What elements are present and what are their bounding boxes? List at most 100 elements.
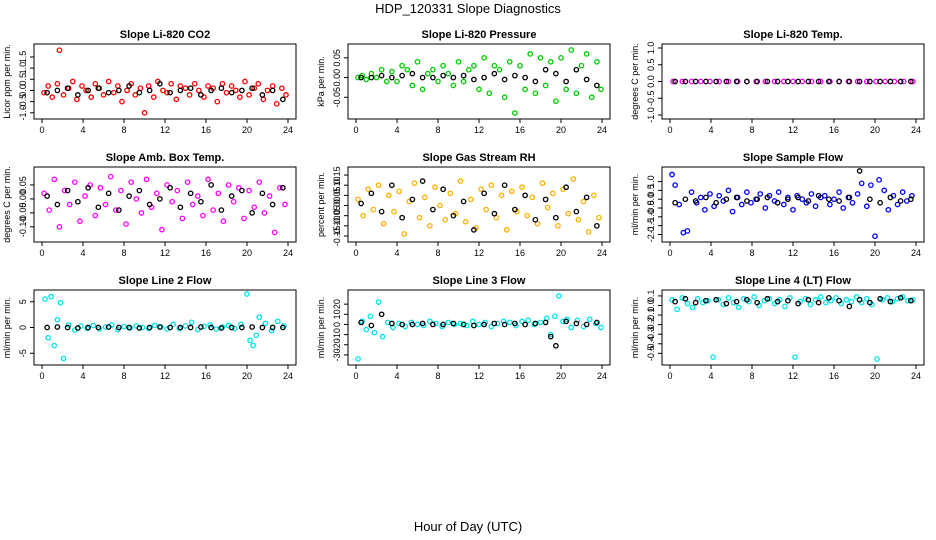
data-point xyxy=(781,303,788,310)
overlay-point xyxy=(887,78,894,85)
overlay-point xyxy=(897,78,904,85)
y-axis-label: ml/min per min. xyxy=(630,297,640,359)
data-point xyxy=(547,58,554,65)
overlay-point xyxy=(419,320,426,327)
data-point xyxy=(83,87,89,94)
data-point xyxy=(262,320,269,327)
data-point xyxy=(549,190,556,197)
overlay-point xyxy=(583,76,590,83)
overlay-point xyxy=(805,78,812,85)
data-point xyxy=(539,180,546,187)
y-tick-label: 0.05 xyxy=(332,187,342,205)
data-point xyxy=(164,89,170,96)
overlay-point xyxy=(532,78,539,85)
y-tick-label: -0.2 xyxy=(646,317,656,333)
overlay-point xyxy=(733,298,740,305)
overlay-point xyxy=(553,70,559,77)
overlay-point xyxy=(522,74,528,81)
overlay-point xyxy=(672,298,678,305)
x-tick-label: 16 xyxy=(201,125,211,135)
y-axis-label: ml/min per min. xyxy=(630,174,640,236)
overlay-point xyxy=(583,321,590,328)
overlay-point xyxy=(887,194,894,201)
data-point xyxy=(380,220,387,227)
data-point xyxy=(191,80,198,87)
data-point xyxy=(697,78,704,85)
data-point xyxy=(414,58,421,65)
data-point xyxy=(205,176,211,183)
overlay-point xyxy=(703,297,709,304)
data-point xyxy=(894,201,901,208)
y-tick-label: 0.1 xyxy=(646,290,656,303)
overlay-point xyxy=(795,78,801,85)
data-point xyxy=(483,206,490,213)
data-point xyxy=(77,218,83,225)
data-point xyxy=(498,192,505,199)
data-point xyxy=(416,214,423,221)
overlay-point xyxy=(744,198,750,204)
panel-title: Slope Li-820 Pressure xyxy=(422,29,537,41)
x-tick-label: 12 xyxy=(788,371,798,381)
overlay-point xyxy=(723,196,730,203)
overlay-point xyxy=(157,324,163,330)
y-axis-label: percent per min. xyxy=(316,172,326,237)
overlay-point xyxy=(815,299,822,306)
overlay-point xyxy=(136,89,143,96)
data-point xyxy=(150,94,157,100)
data-point xyxy=(60,92,67,98)
data-point xyxy=(730,299,737,306)
overlay-point xyxy=(836,78,842,85)
overlay-point xyxy=(177,204,184,211)
overlay-point xyxy=(682,295,689,302)
x-tick-label: 8 xyxy=(435,371,440,381)
data-point xyxy=(367,313,374,320)
overlay-point xyxy=(249,324,255,330)
overlay-point xyxy=(764,194,771,201)
overlay-point xyxy=(795,300,801,307)
data-point xyxy=(56,47,63,54)
data-point xyxy=(780,201,787,208)
data-point xyxy=(725,78,732,85)
data-point xyxy=(404,66,411,73)
data-point xyxy=(573,90,580,97)
overlay-point xyxy=(389,320,395,327)
data-point xyxy=(488,323,495,330)
y-tick-label: -1.0 xyxy=(646,107,656,123)
x-tick-label: 8 xyxy=(121,248,126,258)
data-point xyxy=(213,326,220,332)
overlay-point xyxy=(774,199,781,206)
overlay-point xyxy=(218,85,225,92)
overlay-point xyxy=(54,324,61,330)
data-point xyxy=(133,196,140,202)
x-tick-label: 20 xyxy=(242,125,252,135)
x-tick-label: 4 xyxy=(80,248,85,258)
overlay-point xyxy=(126,83,132,89)
data-point xyxy=(565,210,572,217)
overlay-point xyxy=(239,324,245,331)
y-tick-label: 0.00 xyxy=(18,190,28,208)
overlay-point xyxy=(532,320,539,327)
data-point xyxy=(542,82,549,89)
overlay-point xyxy=(64,324,71,331)
data-point xyxy=(128,179,135,186)
overlay-point xyxy=(563,184,569,191)
data-point xyxy=(889,298,896,305)
overlay-point xyxy=(218,207,225,213)
data-point xyxy=(775,189,782,196)
y-tick-label: 0.5 xyxy=(646,184,656,197)
overlay-point xyxy=(450,212,457,219)
overlay-point xyxy=(491,320,498,327)
data-point xyxy=(394,78,400,85)
data-point xyxy=(250,342,256,349)
overlay-point xyxy=(419,74,426,81)
data-point xyxy=(110,89,117,96)
y-tick-label: 0.00 xyxy=(332,197,342,215)
data-point xyxy=(478,186,484,193)
data-point xyxy=(827,201,833,208)
data-point xyxy=(102,324,109,330)
overlay-point xyxy=(146,87,153,94)
data-point xyxy=(139,324,146,331)
overlay-point xyxy=(280,324,286,331)
data-point xyxy=(547,331,554,338)
